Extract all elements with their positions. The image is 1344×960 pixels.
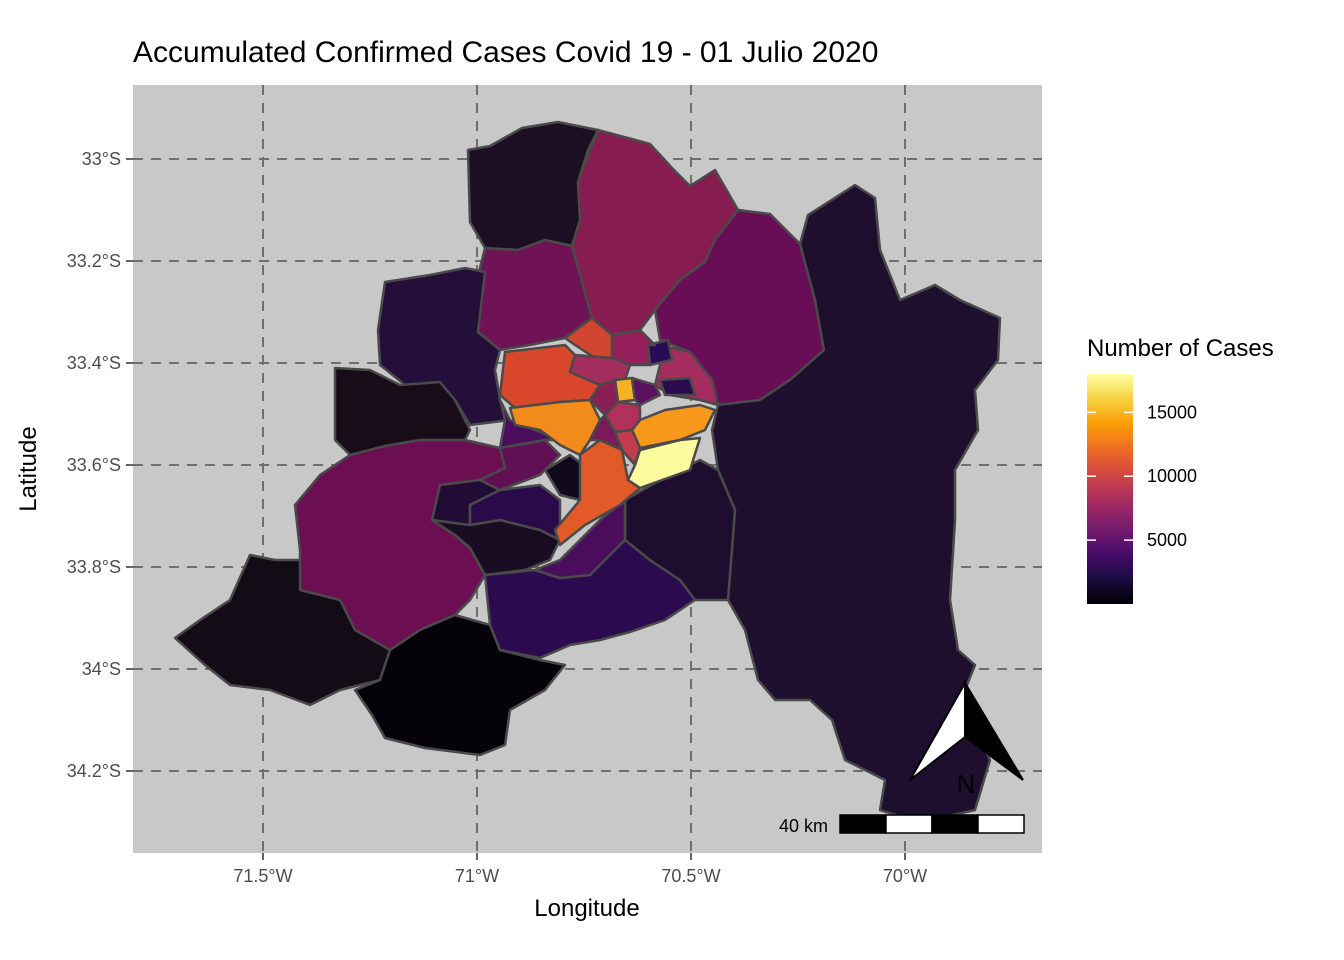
- commune-la-reina: [658, 376, 697, 397]
- y-tick-label: 33°S: [82, 149, 121, 169]
- commune-buin: [533, 498, 627, 580]
- x-axis-title: Longitude: [534, 895, 639, 922]
- legend-tick-label: 10000: [1147, 466, 1197, 486]
- y-tick-label: 34°S: [82, 659, 121, 679]
- north-arrow-icon: N: [909, 679, 1024, 799]
- north-arrow-label: N: [957, 769, 976, 799]
- y-axis-title: Latitude: [15, 426, 42, 511]
- commune-maria-pinto: [333, 366, 472, 457]
- commune-central-g: [610, 328, 657, 367]
- commune-central-f: [613, 428, 642, 467]
- map-title: Accumulated Confirmed Cases Covid 19 - 0…: [133, 36, 878, 69]
- commune-alhue: [173, 553, 392, 707]
- scale-bar: 40 km: [779, 814, 1025, 836]
- legend-title: Number of Cases: [1087, 335, 1274, 362]
- commune-pudahuel: [498, 398, 562, 450]
- y-tick-label: 33.4°S: [67, 353, 121, 373]
- scale-bar-segment-4: [977, 814, 1025, 834]
- x-axis-ticks: 71.5°W 71°W 70.5°W 70°W: [233, 853, 927, 886]
- scale-bar-segment-1: [839, 814, 887, 834]
- y-tick-label: 33.6°S: [67, 455, 121, 475]
- legend-tick-label: 15000: [1147, 402, 1197, 422]
- communes-layer: [173, 120, 1002, 820]
- scale-bar-label: 40 km: [779, 816, 828, 836]
- x-tick-label: 70°W: [883, 866, 927, 886]
- commune-san-pedro: [353, 613, 567, 757]
- scale-bar-segment-2: [885, 814, 933, 834]
- x-tick-label: 70.5°W: [661, 866, 720, 886]
- commune-penaflor: [478, 438, 562, 492]
- y-tick-label: 33.8°S: [67, 557, 121, 577]
- legend-ticks: 5000 10000 15000: [1087, 402, 1197, 550]
- y-tick-label: 34.2°S: [67, 761, 121, 781]
- legend: Number of Cases 5000 10000 15000: [1087, 335, 1274, 604]
- x-tick-label: 71°W: [455, 866, 499, 886]
- commune-central-c: [630, 376, 662, 407]
- legend-tick-label: 5000: [1147, 530, 1187, 550]
- legend-color-bar: [1087, 374, 1133, 604]
- commune-maipu: [508, 398, 602, 457]
- scale-bar-segment-3: [931, 814, 979, 834]
- y-tick-label: 33.2°S: [67, 251, 121, 271]
- y-axis-ticks: 33°S 33.2°S 33.4°S 33.6°S 33.8°S 34°S 34.2°S: [67, 149, 133, 781]
- x-tick-label: 71.5°W: [233, 866, 292, 886]
